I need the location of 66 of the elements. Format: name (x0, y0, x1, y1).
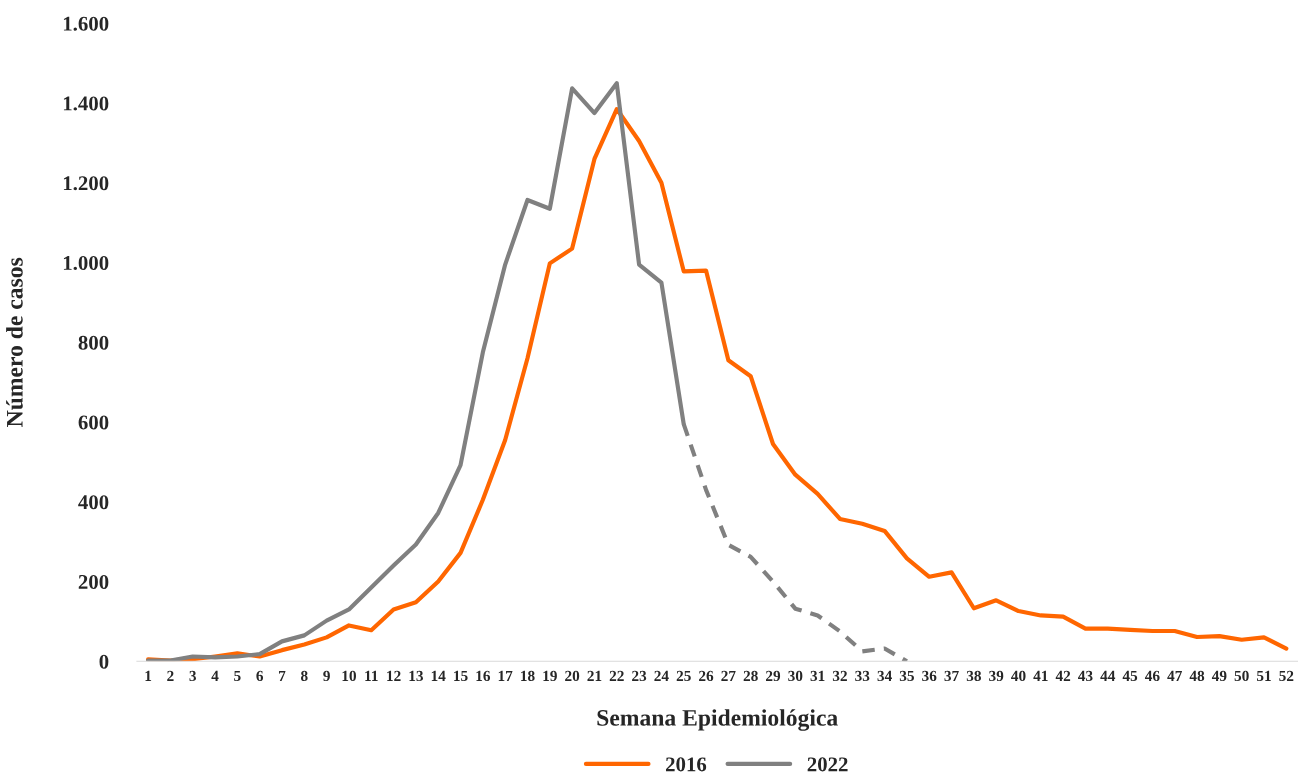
x-tick-label: 40 (1011, 670, 1026, 682)
x-tick-label: 23 (632, 670, 647, 682)
x-tick-label: 36 (922, 670, 937, 682)
x-tick-label: 7 (279, 670, 286, 681)
x-tick-label: 15 (454, 670, 468, 682)
x-tick-label: 18 (521, 670, 535, 682)
legend-label: 2016 (665, 757, 707, 772)
x-tick-label: 11 (365, 670, 378, 681)
x-tick-label: 5 (234, 670, 241, 682)
x-tick-label: 6 (256, 670, 264, 682)
x-tick-label: 1 (145, 670, 152, 681)
x-tick-label: 13 (409, 670, 424, 682)
x-tick-label: 9 (323, 670, 330, 682)
x-tick-label: 24 (654, 670, 669, 681)
x-tick-label: 46 (1144, 670, 1160, 682)
x-tick-label: 27 (721, 670, 736, 681)
x-tick-label: 29 (766, 670, 781, 682)
x-tick-label: 10 (342, 670, 356, 682)
y-tick-label: 1.600 (63, 16, 109, 31)
x-tick-label: 31 (810, 670, 825, 682)
y-tick-label: 400 (78, 495, 109, 510)
legend-label: 2022 (807, 757, 848, 772)
x-tick-label: 14 (431, 670, 446, 681)
y-tick-label: 1.000 (63, 255, 109, 271)
y-tick-label: 1.400 (63, 96, 109, 111)
x-tick-label: 4 (211, 670, 219, 681)
x-tick-label: 34 (877, 670, 892, 682)
x-tick-label: 49 (1211, 670, 1227, 682)
y-tick-label: 800 (78, 335, 109, 350)
x-tick-label: 16 (476, 670, 491, 682)
x-tick-label: 43 (1078, 670, 1093, 682)
x-tick-label: 47 (1167, 670, 1182, 681)
x-tick-label: 2 (167, 670, 174, 681)
x-tick-label: 17 (498, 670, 513, 681)
x-tick-label: 26 (699, 670, 714, 682)
x-tick-label: 3 (189, 670, 197, 682)
y-tick-label: 200 (78, 574, 109, 589)
x-tick-label: 41 (1033, 670, 1048, 681)
x-tick-label: 25 (676, 670, 691, 682)
x-tick-label: 37 (944, 670, 959, 682)
x-tick-label: 39 (989, 670, 1004, 682)
x-tick-label: 44 (1100, 670, 1116, 681)
x-tick-label: 51 (1256, 670, 1271, 682)
x-tick-label: 48 (1189, 670, 1205, 682)
x-tick-label: 22 (609, 670, 624, 681)
x-tick-label: 35 (899, 670, 914, 682)
x-tick-label: 45 (1122, 670, 1138, 682)
x-tick-label: 32 (832, 670, 847, 682)
y-tick-label: 0 (99, 654, 109, 669)
x-tick-label: 50 (1234, 670, 1249, 682)
x-axis-title: Semana Epidemiológica (597, 709, 838, 731)
x-tick-label: 8 (301, 670, 308, 682)
x-tick-label: 20 (565, 670, 580, 682)
x-tick-label: 30 (788, 670, 803, 682)
x-tick-label: 33 (855, 670, 870, 682)
y-axis-title: Número de casos (6, 257, 23, 427)
x-tick-label: 19 (543, 670, 557, 682)
x-tick-label: 12 (387, 670, 401, 681)
y-tick-label: 600 (78, 415, 109, 430)
x-tick-label: 38 (966, 670, 981, 682)
line-series (145, 106, 1289, 662)
x-tick-label: 52 (1279, 670, 1294, 682)
x-tick-label: 28 (743, 670, 758, 682)
y-tick-label: 1.200 (63, 176, 109, 191)
x-tick-label: 21 (587, 670, 602, 681)
x-tick-label: 42 (1055, 670, 1071, 681)
